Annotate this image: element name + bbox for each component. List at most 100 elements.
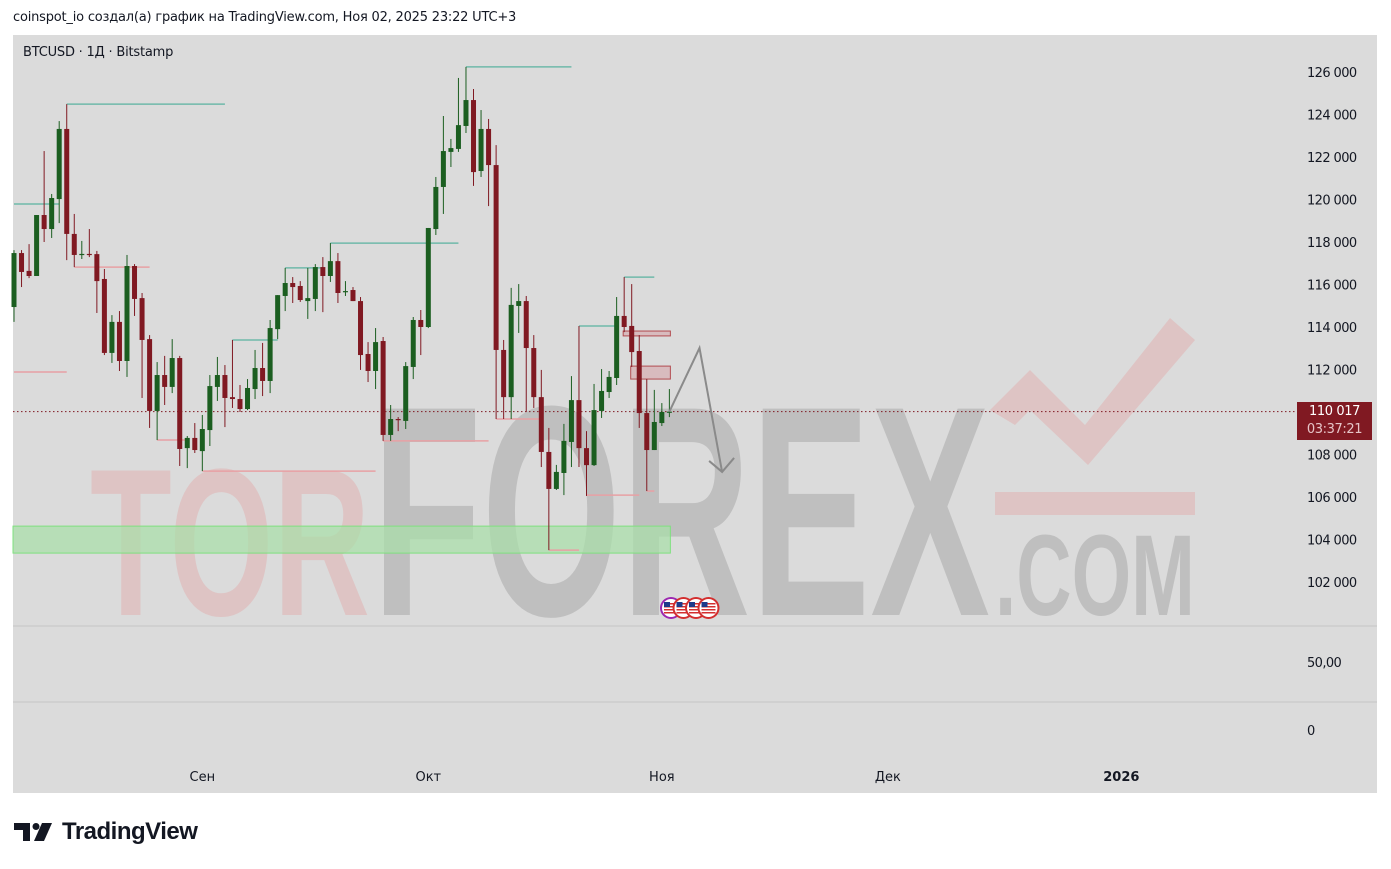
candle-body <box>395 419 401 421</box>
candle <box>290 277 296 303</box>
candle <box>425 227 431 329</box>
candle-body <box>380 341 386 435</box>
candle <box>599 369 605 418</box>
candle-body <box>192 437 198 451</box>
candle-body <box>471 100 477 173</box>
candle <box>282 267 288 312</box>
economic-events[interactable] <box>660 597 720 619</box>
candle-body <box>147 339 153 411</box>
tradingview-logo-text: TradingView <box>62 818 198 845</box>
candle-body <box>101 278 107 353</box>
candle-body <box>56 128 62 200</box>
bar-countdown: 03:37:21 <box>1306 422 1363 437</box>
candle-body <box>184 437 190 449</box>
candle <box>162 355 168 405</box>
candle <box>192 423 198 454</box>
candle <box>177 355 183 466</box>
candle <box>350 287 356 302</box>
candle <box>124 254 130 377</box>
candle-body <box>538 397 544 452</box>
candle <box>380 336 386 441</box>
candle-body <box>94 254 100 282</box>
time-axis[interactable]: Сен Окт Ноя Дек 2026 <box>190 770 1140 785</box>
candle-body <box>237 399 243 410</box>
price-tick-label: 122 000 <box>1307 151 1357 166</box>
price-tick-label: 112 000 <box>1307 364 1357 379</box>
projection-arrow[interactable] <box>668 344 724 473</box>
resistance-zone <box>622 330 671 337</box>
symbol-info[interactable]: BTCUSD · 1Д · Bitstamp <box>23 45 174 60</box>
candle-body <box>350 290 356 302</box>
candle <box>538 369 544 468</box>
watermark-bar <box>995 492 1195 515</box>
candle-body <box>327 261 333 276</box>
flag-stripe <box>664 612 678 614</box>
candle-body <box>34 215 40 276</box>
candle-body <box>252 368 258 390</box>
flag-stripe <box>701 606 716 608</box>
price-tick-label: 124 000 <box>1307 109 1357 124</box>
candle-body <box>463 100 469 126</box>
candle-body <box>516 301 522 306</box>
price-tick-label: 106 000 <box>1307 491 1357 506</box>
flag-canton <box>664 602 670 607</box>
candle <box>237 385 243 412</box>
candle-body <box>659 412 665 424</box>
candle <box>184 436 190 469</box>
price-tick-label: 108 000 <box>1307 449 1357 464</box>
candle-body <box>260 368 266 381</box>
candle <box>109 315 115 363</box>
flag-stripe <box>664 603 678 605</box>
candle-body <box>591 410 597 466</box>
candle <box>64 104 70 261</box>
candle-body <box>177 358 183 449</box>
lower-pane-tick: 50,00 <box>1307 656 1342 671</box>
candle <box>365 342 371 383</box>
candle <box>659 403 665 427</box>
candle <box>116 311 122 371</box>
candle <box>606 370 612 398</box>
candle <box>463 66 469 133</box>
candle <box>260 342 266 397</box>
candle <box>41 151 47 242</box>
candle-body <box>373 342 379 371</box>
candle <box>19 250 25 288</box>
last-price-tag: 110 017 03:37:21 <box>1297 402 1372 440</box>
candle-body <box>214 375 220 387</box>
lower-pane-tick: 0 <box>1307 724 1315 739</box>
candle <box>448 138 454 167</box>
candle <box>86 229 92 258</box>
time-tick-label: Ноя <box>649 770 675 785</box>
flag-canton <box>676 602 683 607</box>
flag-stripe <box>701 612 716 614</box>
price-axis[interactable]: 126 000 124 000 122 000 120 000 118 000 116 0… <box>1307 66 1357 591</box>
arrow-head-icon <box>708 457 735 474</box>
candle <box>26 244 32 279</box>
candle <box>312 264 318 312</box>
candle-body <box>41 215 47 230</box>
candle-body <box>342 291 348 293</box>
candle <box>493 145 499 420</box>
candle-body <box>636 351 642 414</box>
candle <box>101 268 107 356</box>
price-tick-label: 102 000 <box>1307 576 1357 591</box>
chart-caption: coinspot_io создал(а) график на TradingV… <box>13 10 517 25</box>
candle <box>252 349 258 400</box>
candle-body <box>199 429 205 452</box>
candle <box>34 215 40 276</box>
candle-body <box>86 253 92 256</box>
candle-body <box>531 348 537 398</box>
us-flag-icon[interactable] <box>697 597 720 619</box>
candle-body <box>553 471 559 489</box>
price-tick-label: 104 000 <box>1307 534 1357 549</box>
chart-area[interactable] <box>13 35 1377 793</box>
candle-body <box>584 448 590 466</box>
candle-body <box>433 186 439 230</box>
tradingview-logo[interactable]: TradingView <box>14 818 198 846</box>
candle <box>629 284 635 367</box>
candle-body <box>154 375 160 411</box>
flag-stripe <box>689 609 703 611</box>
flag-bg <box>699 599 718 617</box>
candle <box>49 193 55 238</box>
